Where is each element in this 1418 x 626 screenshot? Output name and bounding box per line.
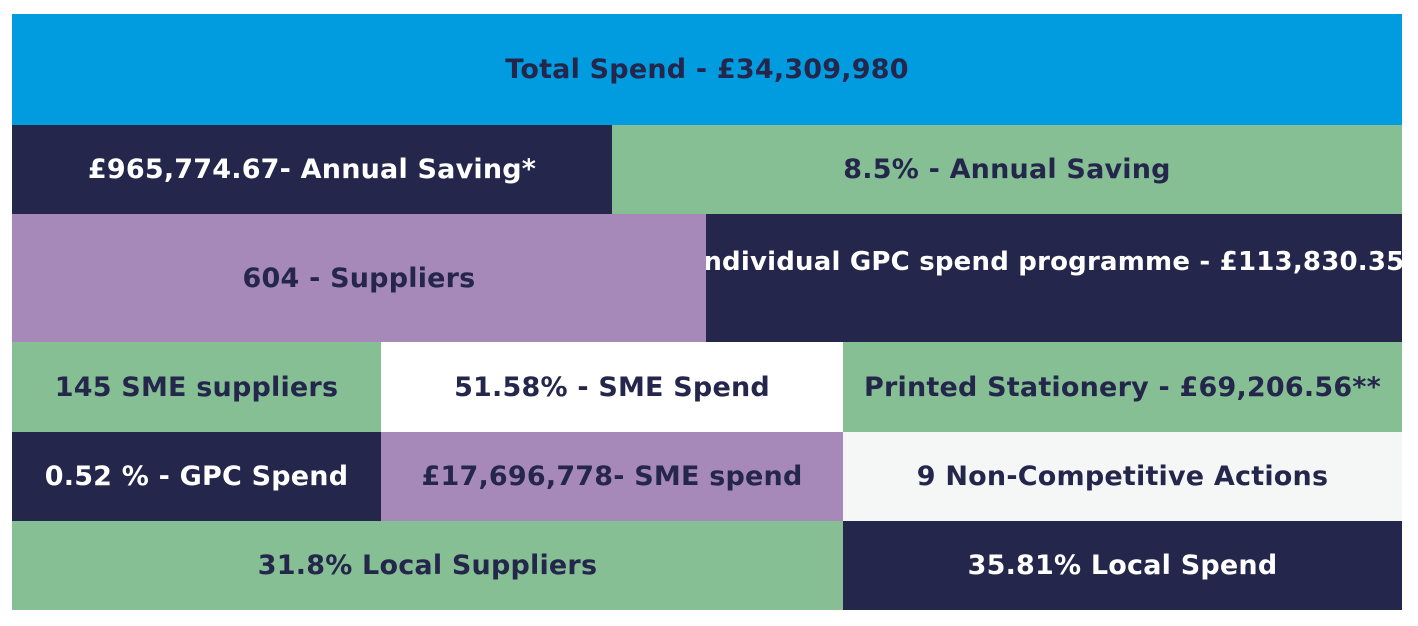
sme-spend-percent-cell: 51.58% - SME Spend (381, 342, 843, 432)
gpc-spend-percent-cell: 0.52 % - GPC Spend (12, 432, 381, 521)
total-spend-label: Total Spend - £34,309,980 (505, 54, 909, 85)
total-spend-cell: Total Spend - £34,309,980 (12, 14, 1402, 125)
non-competitive-cell: 9 Non-Competitive Actions (843, 432, 1402, 521)
gpc-programme-cell: Individual GPC spend programme - £113,83… (706, 214, 1402, 342)
local-suppliers-cell: 31.8% Local Suppliers (12, 521, 843, 610)
row-sme: 145 SME suppliers 51.58% - SME Spend Pri… (12, 342, 1402, 432)
row-savings: £965,774.67- Annual Saving* 8.5% - Annua… (12, 125, 1402, 214)
gpc-spend-percent-label: 0.52 % - GPC Spend (44, 461, 349, 492)
annual-saving-percent-label: 8.5% - Annual Saving (843, 154, 1171, 185)
annual-saving-value-cell: £965,774.67- Annual Saving* (12, 125, 612, 214)
annual-saving-value-label: £965,774.67- Annual Saving* (87, 154, 537, 185)
non-competitive-label: 9 Non-Competitive Actions (916, 461, 1329, 492)
row-gpc: 0.52 % - GPC Spend £17,696,778- SME spen… (12, 432, 1402, 521)
suppliers-count-label: 604 - Suppliers (242, 262, 476, 294)
local-spend-label: 35.81% Local Spend (967, 550, 1278, 581)
sme-suppliers-cell: 145 SME suppliers (12, 342, 381, 432)
printed-stationery-cell: Printed Stationery - £69,206.56** (843, 342, 1402, 432)
suppliers-count-cell: 604 - Suppliers (12, 214, 706, 342)
sme-spend-value-cell: £17,696,778- SME spend (381, 432, 843, 521)
printed-stationery-label: Printed Stationery - £69,206.56** (864, 371, 1381, 403)
sme-suppliers-label: 145 SME suppliers (54, 371, 339, 403)
sme-spend-value-label: £17,696,778- SME spend (421, 461, 803, 492)
local-spend-cell: 35.81% Local Spend (843, 521, 1402, 610)
local-suppliers-label: 31.8% Local Suppliers (257, 550, 598, 581)
spend-summary-grid: Total Spend - £34,309,980 £965,774.67- A… (12, 14, 1402, 610)
row-local: 31.8% Local Suppliers 35.81% Local Spend (12, 521, 1402, 610)
row-total-spend: Total Spend - £34,309,980 (12, 14, 1402, 125)
annual-saving-percent-cell: 8.5% - Annual Saving (612, 125, 1402, 214)
sme-spend-percent-label: 51.58% - SME Spend (454, 371, 770, 403)
gpc-programme-label: Individual GPC spend programme - £113,83… (706, 247, 1402, 277)
row-suppliers: 604 - Suppliers Individual GPC spend pro… (12, 214, 1402, 342)
